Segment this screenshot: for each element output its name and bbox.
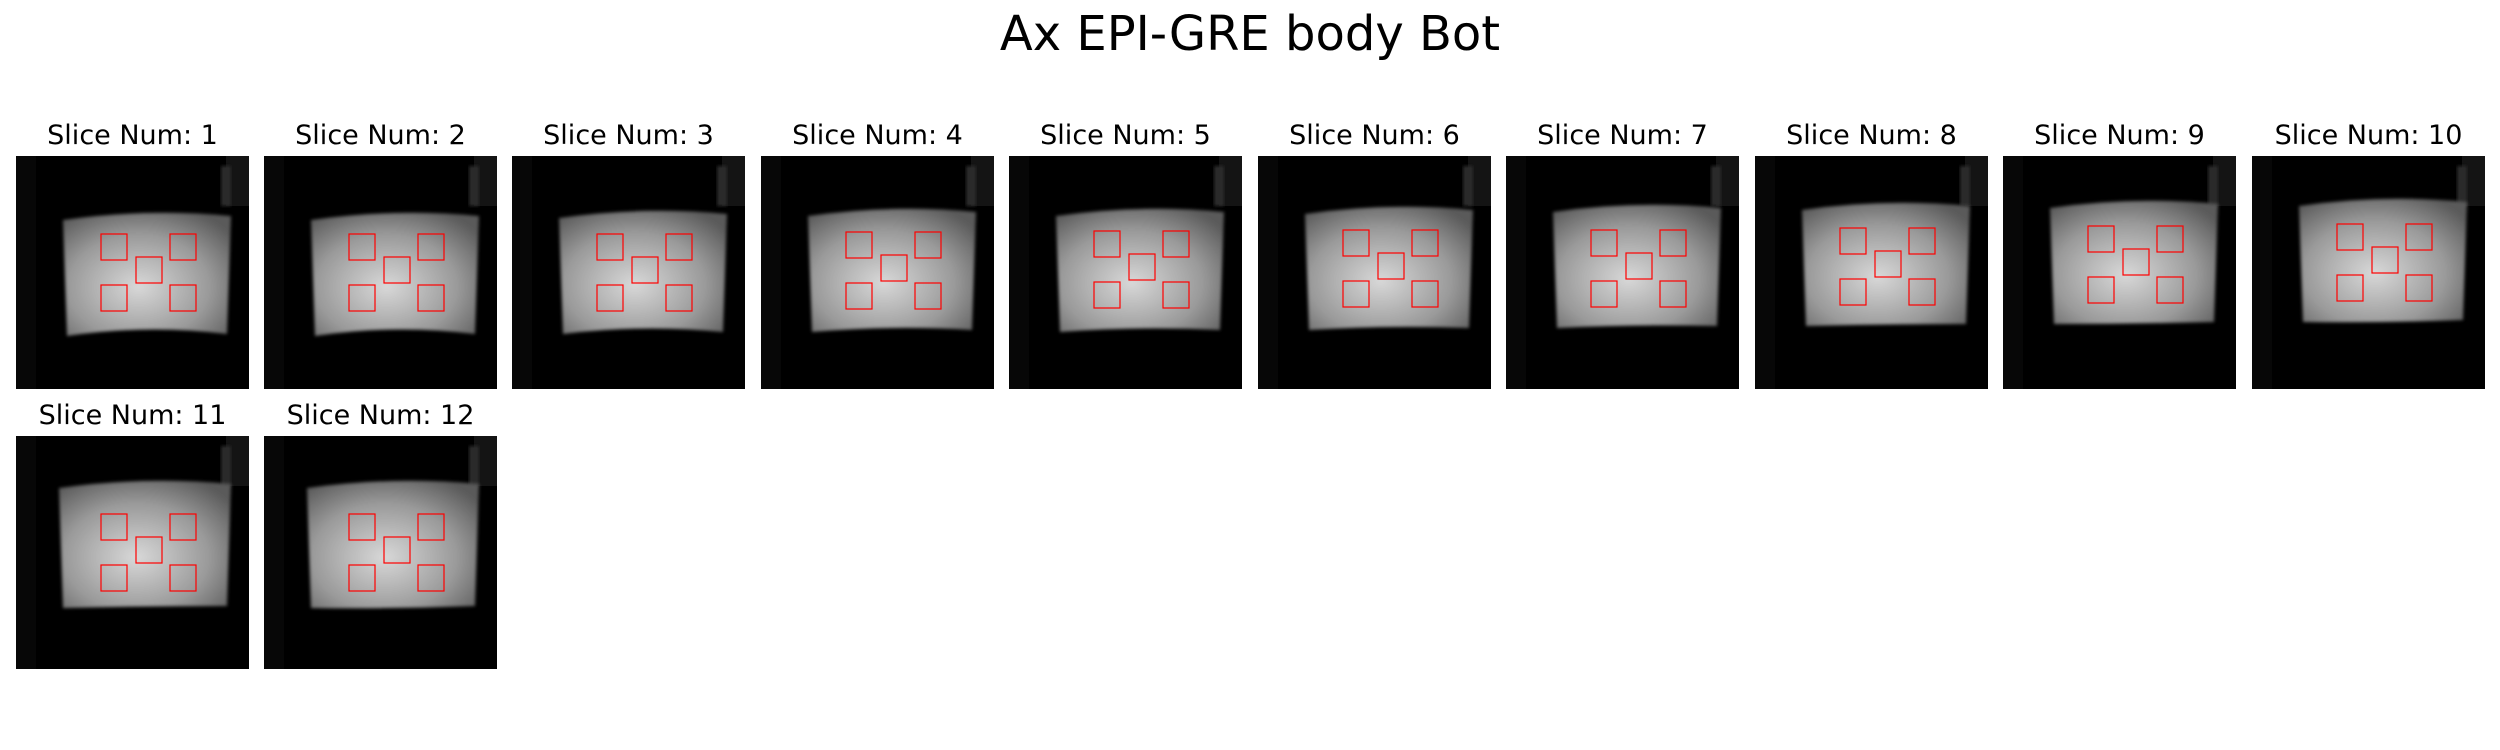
roi-box bbox=[1162, 230, 1190, 258]
slice-title: Slice Num: 3 bbox=[543, 120, 714, 151]
slice-image bbox=[264, 156, 497, 389]
phantom bbox=[2050, 200, 2218, 324]
roi-box bbox=[1411, 280, 1439, 308]
roi-box bbox=[2405, 274, 2433, 302]
roi-box bbox=[914, 231, 942, 259]
roi-box bbox=[1162, 281, 1190, 309]
phantom bbox=[1056, 208, 1224, 332]
roi-box bbox=[1839, 227, 1867, 255]
slice-image bbox=[264, 436, 497, 669]
roi-box bbox=[348, 284, 376, 312]
roi-box bbox=[100, 233, 128, 261]
phantom bbox=[1802, 202, 1970, 326]
roi-box bbox=[596, 284, 624, 312]
slice-title: Slice Num: 10 bbox=[2274, 120, 2463, 151]
slice-title: Slice Num: 5 bbox=[1040, 120, 1211, 151]
roi-box bbox=[1908, 227, 1936, 255]
phantom bbox=[311, 212, 479, 336]
roi-box bbox=[2336, 223, 2364, 251]
roi-box bbox=[169, 513, 197, 541]
roi-box bbox=[2156, 276, 2184, 304]
slice-title: Slice Num: 9 bbox=[2034, 120, 2205, 151]
slice-image bbox=[761, 156, 994, 389]
roi-box bbox=[665, 233, 693, 261]
roi-box bbox=[2336, 274, 2364, 302]
roi-box bbox=[596, 233, 624, 261]
roi-box bbox=[348, 513, 376, 541]
roi-box bbox=[1625, 252, 1653, 280]
slice-image bbox=[2252, 156, 2485, 389]
roi-box bbox=[169, 233, 197, 261]
roi-box bbox=[1659, 280, 1687, 308]
phantom bbox=[808, 208, 976, 332]
roi-box bbox=[2087, 225, 2115, 253]
roi-box bbox=[417, 564, 445, 592]
phantom bbox=[63, 212, 231, 336]
slice-title: Slice Num: 6 bbox=[1289, 120, 1460, 151]
roi-box bbox=[1874, 250, 1902, 278]
roi-box bbox=[100, 513, 128, 541]
roi-box bbox=[631, 256, 659, 284]
roi-box bbox=[1908, 278, 1936, 306]
slice-title: Slice Num: 1 bbox=[47, 120, 218, 151]
roi-box bbox=[1839, 278, 1867, 306]
slice-image bbox=[1506, 156, 1739, 389]
slice-image bbox=[1009, 156, 1242, 389]
roi-box bbox=[100, 284, 128, 312]
phantom bbox=[1553, 204, 1721, 328]
roi-box bbox=[1093, 230, 1121, 258]
slice-title: Slice Num: 8 bbox=[1786, 120, 1957, 151]
roi-box bbox=[135, 536, 163, 564]
slice-image bbox=[16, 156, 249, 389]
slice-title: Slice Num: 7 bbox=[1537, 120, 1708, 151]
phantom bbox=[307, 480, 479, 609]
slice-image bbox=[1755, 156, 1988, 389]
roi-box bbox=[169, 564, 197, 592]
roi-box bbox=[1411, 229, 1439, 257]
roi-box bbox=[135, 256, 163, 284]
figure-title: Ax EPI-GRE body Bot bbox=[999, 6, 1501, 62]
roi-box bbox=[2156, 225, 2184, 253]
roi-box bbox=[348, 233, 376, 261]
roi-box bbox=[1590, 280, 1618, 308]
roi-box bbox=[1590, 229, 1618, 257]
roi-box bbox=[383, 256, 411, 284]
slice-image bbox=[512, 156, 745, 389]
slice-image bbox=[16, 436, 249, 669]
slice-title: Slice Num: 4 bbox=[792, 120, 963, 151]
roi-box bbox=[417, 233, 445, 261]
roi-box bbox=[417, 513, 445, 541]
roi-box bbox=[2087, 276, 2115, 304]
slice-title: Slice Num: 11 bbox=[38, 400, 227, 431]
slice-title: Slice Num: 2 bbox=[295, 120, 466, 151]
roi-box bbox=[1659, 229, 1687, 257]
roi-box bbox=[880, 254, 908, 282]
roi-box bbox=[2405, 223, 2433, 251]
roi-box bbox=[845, 282, 873, 310]
roi-box bbox=[2371, 246, 2399, 274]
slice-title: Slice Num: 12 bbox=[286, 400, 475, 431]
phantom bbox=[559, 210, 727, 334]
phantom bbox=[1305, 206, 1473, 330]
phantom bbox=[2299, 198, 2467, 323]
slice-image bbox=[2003, 156, 2236, 389]
roi-box bbox=[100, 564, 128, 592]
roi-box bbox=[2122, 248, 2150, 276]
slice-image bbox=[1258, 156, 1491, 389]
roi-box bbox=[845, 231, 873, 259]
roi-box bbox=[348, 564, 376, 592]
roi-box bbox=[914, 282, 942, 310]
roi-box bbox=[665, 284, 693, 312]
phantom bbox=[59, 480, 231, 608]
roi-box bbox=[1342, 280, 1370, 308]
roi-box bbox=[1128, 253, 1156, 281]
roi-box bbox=[383, 536, 411, 564]
roi-box bbox=[1377, 252, 1405, 280]
roi-box bbox=[1342, 229, 1370, 257]
roi-box bbox=[169, 284, 197, 312]
roi-box bbox=[417, 284, 445, 312]
roi-box bbox=[1093, 281, 1121, 309]
